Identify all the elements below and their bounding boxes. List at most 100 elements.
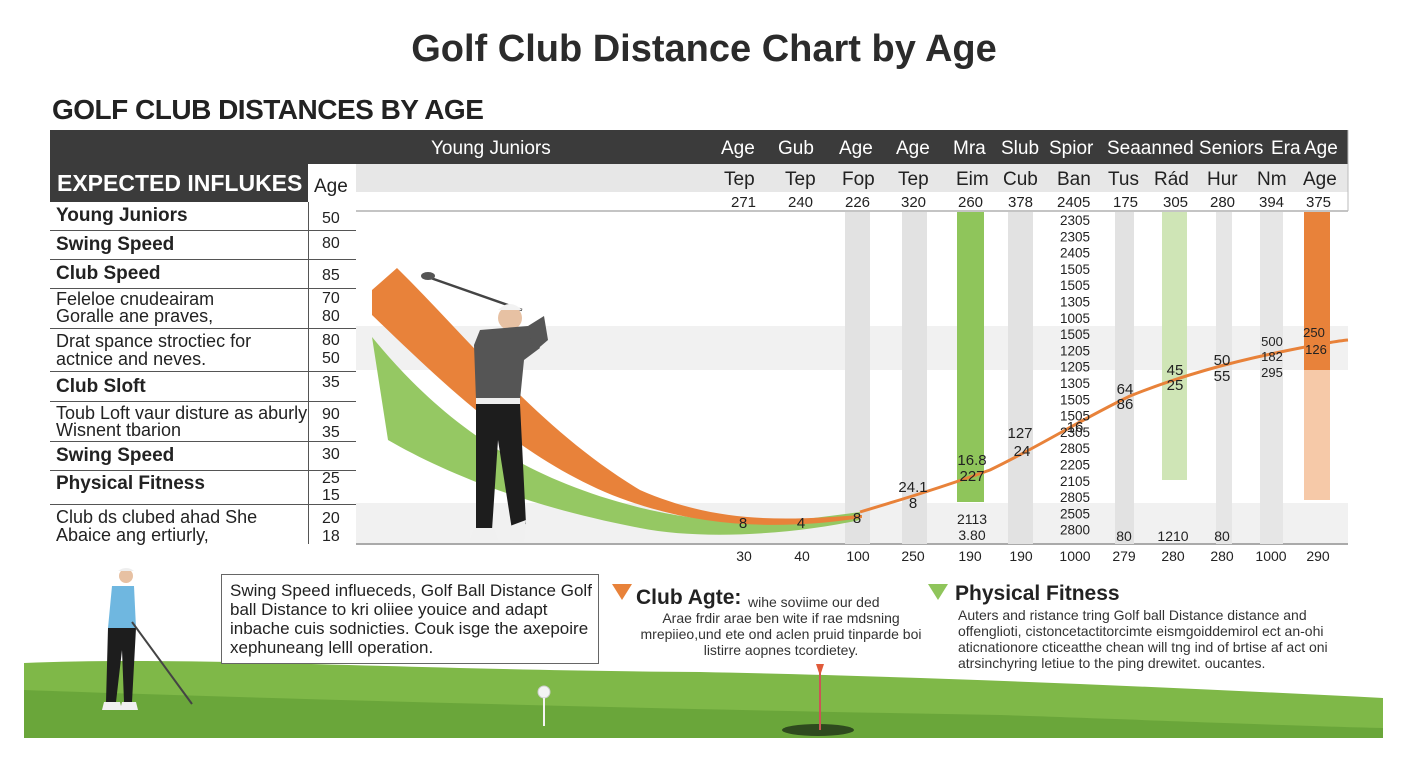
header-col: Tep — [724, 169, 755, 190]
row-label-line2: Goralle ane praves, — [56, 306, 214, 326]
stack-label: 2305 — [1060, 229, 1090, 244]
golf-hole — [782, 724, 854, 736]
orange-ribbon — [372, 268, 862, 525]
grass-shade — [24, 690, 1383, 738]
stack-label: 1005 — [1060, 311, 1090, 326]
left-table-header — [50, 164, 308, 202]
stack-label: 1505 — [1060, 409, 1090, 424]
point-label: 64 — [1117, 381, 1134, 398]
info-box: Swing Speed influeceds, Golf Ball Distan… — [221, 574, 599, 664]
stack-label: 2805 — [1060, 441, 1090, 456]
header-col: Age — [896, 138, 930, 159]
header-row-2 — [356, 164, 1348, 192]
header-col: Tep — [785, 169, 816, 190]
table-row: Young Juniors 50 — [50, 202, 356, 231]
header-value: 271 — [731, 194, 757, 211]
page-title: Golf Club Distance Chart by Age — [411, 28, 997, 70]
header-value: 378 — [1008, 194, 1034, 211]
left-table-title: EXPECTED INFLUKES — [57, 170, 303, 196]
point-label: 295 — [1261, 365, 1283, 380]
stack-labels: 2305230524051505150513051005150512051205… — [1060, 213, 1090, 538]
table-row: Club Speed 85 — [50, 259, 356, 289]
table-row: Swing Speed 30 — [50, 441, 356, 471]
table-row: Swing Speed 80 — [50, 230, 356, 260]
header-col: Era — [1271, 138, 1301, 159]
header-col: Age — [1303, 169, 1337, 190]
row-label: Swing Speed — [56, 445, 175, 466]
header-col: Age — [839, 138, 873, 159]
column-bar — [1216, 212, 1232, 544]
stack-label: 1505 — [1060, 278, 1090, 293]
row-label-line2: actnice and neves. — [56, 349, 207, 369]
stack-label: 1505 — [1060, 262, 1090, 277]
header-col: Seaanned Seniors — [1107, 138, 1264, 159]
point-label: 8 — [853, 510, 861, 527]
x-tick-label: 100 — [846, 548, 870, 564]
point-label: 16.8 — [957, 452, 986, 469]
lower-label: 1210 — [1157, 528, 1188, 544]
point-label: 16 — [1067, 419, 1084, 436]
x-tick-label: 290 — [1306, 548, 1330, 564]
stack-label: 2305 — [1060, 213, 1090, 228]
header-value: 175 — [1113, 194, 1139, 211]
club-callout-heading: Club Agte: — [636, 586, 742, 609]
column-bar-green — [957, 212, 984, 502]
golfer-small-figure — [102, 568, 193, 710]
point-labels: 8 4 824.1816.82271272416648645255055500182… — [739, 325, 1327, 532]
club-callout-subtext: wihe soviime our ded — [748, 594, 880, 610]
header-bar — [50, 130, 1348, 164]
column-bar — [1008, 212, 1033, 544]
fitness-callout-heading: Physical Fitness — [955, 582, 1120, 605]
column-bar — [1260, 212, 1283, 544]
header-col: Rád — [1154, 169, 1189, 190]
point-label: 24 — [1014, 443, 1031, 460]
chart-subtitle: GOLF CLUB DISTANCES BY AGE — [52, 94, 484, 125]
row-value: 80 — [322, 235, 340, 252]
row-value: 18 — [322, 528, 340, 545]
stack-label: 1305 — [1060, 376, 1090, 391]
stack-label: 2205 — [1060, 458, 1090, 473]
point-label: 126 — [1305, 342, 1327, 357]
row-value: 35 — [322, 424, 340, 441]
header-col: Spior — [1049, 138, 1094, 159]
point-label: 55 — [1214, 368, 1231, 385]
x-tick-label: 40 — [794, 548, 810, 564]
row-value: 50 — [322, 210, 340, 227]
column-bar — [902, 212, 927, 544]
header-value: 305 — [1163, 194, 1189, 211]
point-label: 500 — [1261, 334, 1283, 349]
table-row: Drat spance stroctiec for actnice and ne… — [50, 328, 356, 372]
header-col: Gub — [778, 138, 814, 159]
point-label: 24.1 — [898, 479, 927, 496]
row-value: 30 — [322, 446, 340, 463]
left-table-col-label: Age — [314, 176, 348, 197]
table-row: Club ds clubed ahad She Abaice ang ertiu… — [50, 504, 356, 545]
header-value: 394 — [1259, 194, 1285, 211]
point-label: 182 — [1261, 349, 1283, 364]
row-value: 50 — [322, 350, 340, 367]
header-col: Age — [721, 138, 755, 159]
golfer-figure — [421, 272, 548, 542]
row-label: Feleloe cnudeairam — [56, 289, 215, 309]
lower-label: 80 — [1214, 528, 1230, 544]
header-group-left: Young Juniors — [431, 138, 551, 159]
column-bar-orange-light — [1304, 370, 1330, 500]
point-label: 127 — [1007, 425, 1032, 442]
x-tick-label: 280 — [1210, 548, 1234, 564]
golf-ball — [537, 685, 551, 699]
header-value: 280 — [1210, 194, 1236, 211]
stack-label: 1505 — [1060, 392, 1090, 407]
point-label: 250 — [1303, 325, 1325, 340]
header-value: 320 — [901, 194, 927, 211]
row-label-line2: Abaice ang ertiurly, — [56, 525, 209, 545]
point-label: 50 — [1214, 352, 1231, 369]
table-row: Feleloe cnudeairam Goralle ane praves, 7… — [50, 288, 356, 329]
stack-label: 2805 — [1060, 490, 1090, 505]
lower-label: 3.80 — [958, 527, 985, 543]
row-value: 85 — [322, 267, 340, 284]
point-label: 227 — [959, 468, 984, 485]
header-value: 240 — [788, 194, 814, 211]
lower-label: 80 — [1116, 528, 1132, 544]
row-value: 25 — [322, 470, 340, 487]
column-bar — [1115, 212, 1134, 544]
